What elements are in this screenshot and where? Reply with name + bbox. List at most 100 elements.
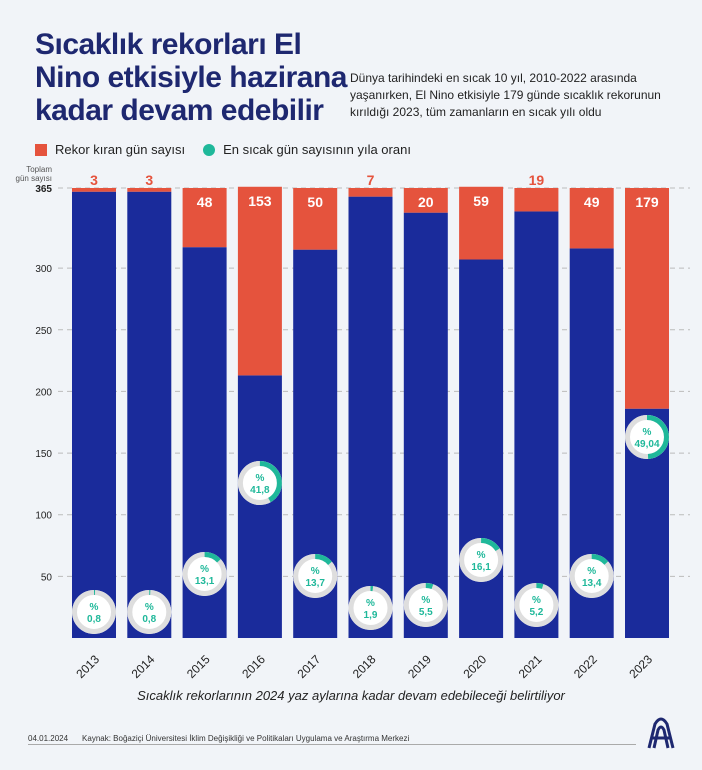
data-label-2014: 3: [145, 172, 153, 188]
ratio-percent-sign: %: [587, 566, 596, 577]
ratio-label-2013: 0,8: [87, 614, 101, 625]
x-tick-label: 2015: [184, 652, 213, 681]
data-label-2015: 48: [197, 194, 213, 210]
y-tick-label: 100: [35, 511, 52, 522]
y-axis-label: gün sayısı: [16, 174, 52, 183]
bar-record-2023: [625, 188, 669, 409]
y-tick-label: 300: [35, 264, 52, 275]
ratio-percent-sign: %: [311, 566, 320, 577]
bar-record-2013: [72, 188, 116, 192]
x-tick-label: 2020: [460, 652, 489, 681]
ratio-badge-2013: [72, 590, 116, 634]
bar-days-2018: [348, 196, 393, 639]
ratio-badge-2022: [569, 554, 614, 598]
data-label-2013: 3: [90, 172, 98, 188]
data-label-2019: 20: [418, 194, 434, 210]
ratio-percent-sign: %: [200, 564, 209, 575]
ratio-ring-arc: [514, 583, 559, 627]
y-tick-label: 250: [35, 326, 52, 337]
ratio-ring-arc: [569, 554, 614, 598]
legend-label-record: Rekor kıran gün sayısı: [55, 142, 186, 157]
divider: [28, 744, 636, 745]
footer: 04.01.2024 Kaynak: Boğaziçi Üniversitesi …: [28, 734, 423, 743]
ratio-ring-arc: [127, 590, 172, 634]
legend-swatch-ratio: [203, 143, 216, 156]
bar-record-2020: [459, 186, 504, 260]
bar-record-2018: [348, 188, 393, 197]
ratio-percent-sign: %: [90, 602, 99, 613]
ratio-badge-2023: [625, 415, 669, 459]
page-title: Sıcaklık rekorları El Nino etkisiyle haz…: [35, 28, 347, 127]
bar-record-2021: [514, 188, 559, 212]
x-tick-label: 2017: [295, 652, 324, 681]
ratio-badge-2014: [127, 590, 172, 634]
ratio-ring-arc: [348, 586, 393, 630]
legend-item-record: Rekor kıran gün sayısı: [35, 142, 185, 157]
ratio-label-2022: 13,4: [582, 578, 602, 589]
data-label-2021: 19: [529, 172, 545, 188]
data-label-2022: 49: [584, 194, 600, 210]
ratio-ring-arc: [403, 583, 448, 627]
legend-label-ratio: En sıcak gün sayısının yıla oranı: [223, 142, 411, 157]
ratio-badge-2020: [459, 538, 504, 582]
data-label-2016: 153: [248, 193, 272, 209]
ratio-label-2018: 1,9: [364, 610, 378, 621]
bar-record-2019: [403, 188, 448, 213]
x-tick-label: 2023: [626, 652, 655, 681]
date: 04.01.2024: [28, 734, 69, 743]
legend-swatch-record: [35, 143, 47, 156]
aa-logo-icon: [647, 717, 675, 749]
subtitle: Dünya tarihindeki en sıcak 10 yıl, 2010-…: [350, 71, 661, 119]
bar-days-2014: [127, 191, 172, 639]
ratio-percent-sign: %: [145, 602, 154, 613]
ratio-badge-2015: [182, 552, 227, 596]
x-tick-label: 2014: [129, 652, 158, 681]
ratio-ring-arc: [293, 554, 338, 598]
bar-days-2016: [237, 375, 282, 638]
x-tick-label: 2021: [516, 652, 545, 681]
ratio-label-2015: 13,1: [195, 576, 215, 587]
bar-record-2015: [182, 188, 227, 248]
ratio-percent-sign: %: [255, 473, 264, 484]
ratio-badge-2017: [293, 554, 338, 598]
ratio-label-2023: 49,04: [634, 439, 659, 450]
data-label-2023: 179: [635, 194, 659, 210]
ratio-badge-2018: [348, 586, 393, 630]
ratio-percent-sign: %: [366, 598, 375, 609]
ratio-ring-arc: [459, 538, 504, 582]
bar-days-2021: [514, 211, 559, 638]
ratio-badge-2021: [514, 583, 559, 627]
bar-record-2016: [237, 186, 282, 376]
ratio-label-2014: 0,8: [142, 614, 156, 625]
ratio-percent-sign: %: [477, 550, 486, 561]
x-tick-label: 2016: [239, 652, 268, 681]
data-label-2018: 7: [367, 172, 375, 188]
ratio-badge-2019: [403, 583, 448, 627]
y-tick-label: 365: [35, 184, 52, 195]
bar-days-2019: [403, 212, 448, 638]
ratio-percent-sign: %: [421, 595, 430, 606]
x-tick-label: 2018: [350, 652, 379, 681]
legend: Rekor kıran gün sayısı En sıcak gün sayı…: [35, 142, 411, 157]
ratio-percent-sign: %: [532, 595, 541, 606]
y-tick-label: 200: [35, 387, 52, 398]
data-label-2017: 50: [307, 194, 323, 210]
source: Kaynak: Boğaziçi Üniversitesi İklim Deği…: [82, 734, 410, 743]
x-tick-label: 2013: [73, 652, 102, 681]
y-axis-label: Toplam: [26, 165, 52, 174]
ratio-ring-arc: [182, 552, 227, 596]
ratio-label-2017: 13,7: [305, 578, 325, 589]
ratio-badge-2016: [237, 461, 282, 505]
bar-record-2017: [293, 188, 338, 250]
bar-days-2013: [72, 191, 116, 639]
ratio-ring-arc: [625, 415, 669, 459]
ratio-label-2021: 5,2: [529, 607, 543, 618]
data-label-2020: 59: [473, 193, 489, 209]
bar-record-2014: [127, 188, 172, 192]
x-tick-label: 2022: [571, 652, 600, 681]
ratio-label-2020: 16,1: [471, 562, 491, 573]
bar-record-2022: [569, 188, 614, 249]
footnote: Sıcaklık rekorlarının 2024 yaz aylarına …: [137, 688, 565, 703]
